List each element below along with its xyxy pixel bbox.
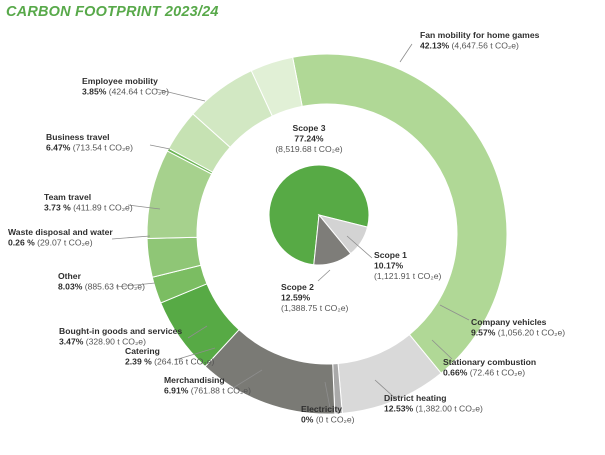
label-value: 2.39 % (264.16 t CO₂e) <box>125 357 214 367</box>
leader-line <box>324 381 331 409</box>
chart-title: CARBON FOOTPRINT 2023/24 <box>6 4 219 20</box>
inner-pie <box>268 164 370 266</box>
label-name: Business travel <box>46 132 110 142</box>
leader-line <box>111 235 151 240</box>
outer-ring <box>146 53 508 415</box>
label-scope-1: Scope 110.17%(1,121.91 t CO₂e) <box>374 250 441 281</box>
label-name: Bought-in goods and services <box>59 326 182 336</box>
leader-line <box>399 43 413 63</box>
ring-segment-fan-mobility-for-home-games <box>292 53 508 374</box>
label-name: Electricity <box>301 404 342 414</box>
label-value: 10.17% <box>374 261 404 271</box>
label-name: Catering <box>125 346 160 356</box>
leader-line <box>374 379 396 399</box>
leader-line <box>317 269 331 282</box>
label-name: Fan mobility for home games <box>420 30 540 40</box>
leader-line <box>127 204 161 210</box>
label-value: 0.66% (72.46 t CO₂e) <box>443 368 525 378</box>
leader-line <box>174 347 216 361</box>
label-tonnes: (1,388.75 t CO₂e) <box>281 303 348 313</box>
label-value: 0% (0 t CO₂e) <box>301 415 355 425</box>
label-tonnes: (1,121.91 t CO₂e) <box>374 271 441 281</box>
leader-line <box>115 282 156 288</box>
labels: Scope 377.24%(8,519.68 t CO₂e) Scope 110.… <box>8 30 565 425</box>
label-value: 77.24% <box>294 134 324 144</box>
label-value: 6.47% (713.54 t CO₂e) <box>46 143 133 153</box>
label-scope-2: Scope 212.59%(1,388.75 t CO₂e) <box>281 282 348 313</box>
label-value: 3.73 % (411.89 t CO₂e) <box>44 203 133 213</box>
label-scope-3: Scope 377.24%(8,519.68 t CO₂e) <box>275 123 342 154</box>
label-name: Scope 3 <box>293 123 326 133</box>
leader-line <box>431 339 453 360</box>
label-name: Waste disposal and water <box>8 227 113 237</box>
label-value: 9.57% (1,056.20 t CO₂e) <box>471 328 565 338</box>
leader-line <box>155 88 206 102</box>
label-value: 12.59% <box>281 293 311 303</box>
leader-line <box>149 144 171 150</box>
label-name: Employee mobility <box>82 76 158 86</box>
label-name: Team travel <box>44 192 91 202</box>
label-value: 8.03% (885.63 t CO₂e) <box>58 282 145 292</box>
label-name: Scope 2 <box>281 282 314 292</box>
leader-line <box>346 235 373 259</box>
label-name: Stationary combustion <box>443 357 536 367</box>
ring-segment-employee-mobility <box>250 56 303 117</box>
leader-line <box>187 325 208 339</box>
label-value: 6.91% (761.88 t CO₂e) <box>164 386 251 396</box>
label-tonnes: (8,519.68 t CO₂e) <box>275 144 342 154</box>
leader-lines <box>111 43 470 409</box>
pie-slice-scope-2 <box>313 213 352 266</box>
label-name: Company vehicles <box>471 317 547 327</box>
label-value: 3.85% (424.64 t CO₂e) <box>82 87 169 97</box>
leader-line <box>439 304 470 321</box>
label-name: District heating <box>384 393 447 403</box>
label-value: 12.53% (1,382.00 t CO₂e) <box>384 404 483 414</box>
leader-line <box>232 369 263 389</box>
label-value: 42.13% (4,647.56 t CO₂e) <box>420 41 519 51</box>
label-name: Other <box>58 271 82 281</box>
label-value: 0.26 % (29.07 t CO₂e) <box>8 238 93 248</box>
label-name: Merchandising <box>164 375 225 385</box>
label-name: Scope 1 <box>374 250 407 260</box>
label-value: 3.47% (328.90 t CO₂e) <box>59 337 146 347</box>
